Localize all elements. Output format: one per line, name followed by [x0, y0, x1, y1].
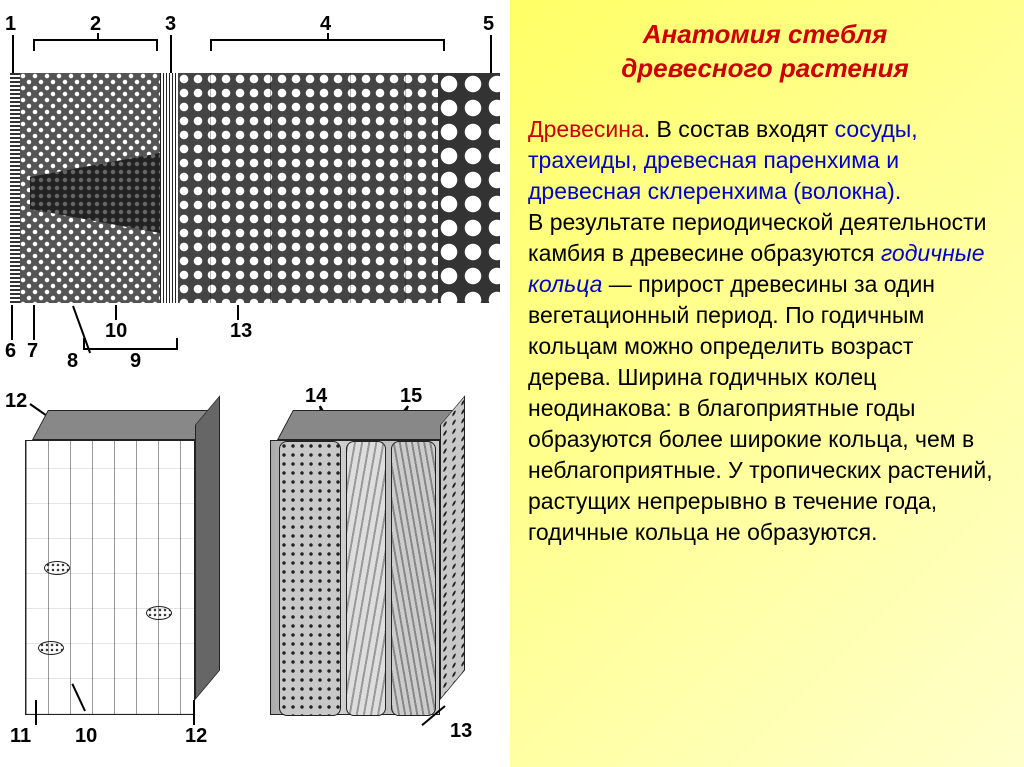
leader-10 [115, 305, 117, 320]
bordered-pit [44, 561, 70, 575]
label-12a: 12 [5, 390, 27, 413]
label-14: 14 [305, 385, 327, 408]
slide-body: Древесина. В состав входят сосуды, трахе… [528, 114, 1002, 549]
tracheid-block: 12 11 10 12 [5, 385, 230, 740]
leader-3 [170, 35, 172, 73]
slide-title: Анатомия стебля древесного растения [528, 18, 1002, 86]
bracket-9 [83, 340, 178, 350]
xylem-band [178, 73, 438, 303]
diagram-panel: 1 2 3 4 5 6 7 8 9 10 13 [0, 0, 510, 767]
block-front-face [25, 440, 195, 715]
label-13a: 13 [230, 320, 252, 343]
label-7: 7 [27, 340, 38, 363]
block-side-face [440, 395, 465, 700]
body-seg: — прирост древесины за один вегетационны… [528, 271, 993, 545]
label-2: 2 [90, 13, 101, 36]
label-8: 8 [67, 350, 78, 373]
bordered-pit [38, 641, 64, 655]
label-12b: 12 [185, 725, 207, 748]
label-5: 5 [483, 13, 494, 36]
cross-section-diagram: 1 2 3 4 5 6 7 8 9 10 13 [5, 5, 505, 375]
bordered-pit [146, 606, 172, 620]
block-top-face [32, 410, 218, 440]
ring-line [405, 73, 406, 303]
label-3: 3 [165, 13, 176, 36]
leader-2 [97, 33, 99, 41]
block-front-face [270, 440, 440, 715]
title-line-1: Анатомия стебля [643, 19, 888, 49]
leader-6 [11, 305, 13, 340]
block-top-face [277, 410, 463, 440]
label-10b: 10 [75, 725, 97, 748]
label-1: 1 [5, 13, 16, 36]
label-11: 11 [10, 725, 31, 748]
text-panel: Анатомия стебля древесного растения Древ… [510, 0, 1024, 767]
ring-line [270, 73, 271, 303]
fiber-element [391, 441, 436, 716]
vessel-element [279, 441, 341, 716]
title-line-2: древесного растения [621, 53, 909, 83]
label-6: 6 [5, 340, 16, 363]
label-4: 4 [320, 13, 331, 36]
vessel-block: 14 15 13 [250, 385, 475, 740]
leader-5 [490, 35, 492, 73]
label-13: 13 [450, 720, 472, 743]
ring-line [350, 73, 351, 303]
cambium-band [160, 73, 178, 303]
pith-band [438, 73, 500, 303]
leader-7 [33, 305, 35, 340]
wood-blocks: 12 11 10 12 14 15 [5, 375, 505, 760]
body-seg: . В состав входят [644, 116, 835, 142]
epidermis-band [10, 73, 20, 303]
ring-line [210, 73, 211, 303]
leader-1 [12, 35, 14, 73]
leader-13a [237, 305, 239, 320]
leader-12b [193, 700, 195, 725]
label-9: 9 [130, 350, 141, 373]
term-wood: Древесина [528, 116, 644, 142]
cross-section [10, 73, 500, 303]
fiber-element [346, 441, 386, 716]
leader-4 [327, 33, 329, 41]
block-side-face [195, 395, 220, 700]
bracket-2 [33, 39, 158, 49]
leader-11 [35, 700, 37, 725]
label-15: 15 [400, 385, 422, 408]
